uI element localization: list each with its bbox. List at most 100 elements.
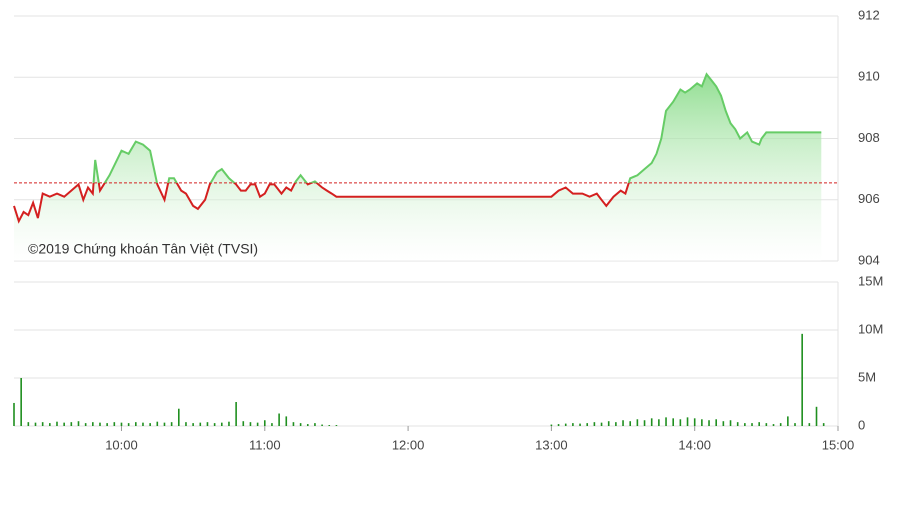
volume-bar [271, 423, 273, 426]
y-tick-label: 912 [858, 7, 880, 22]
volume-bar [758, 422, 760, 426]
volume-bar [135, 422, 137, 426]
volume-bar [292, 422, 295, 426]
volume-bar [156, 421, 159, 426]
volume-bar [729, 420, 732, 426]
volume-bar [808, 423, 811, 426]
price-line-down [13, 182, 630, 224]
x-tick-label: 15:00 [822, 437, 855, 452]
volume-bar [579, 423, 581, 426]
volume-bar [120, 422, 123, 426]
volume-bar [27, 422, 30, 426]
volume-bar [263, 420, 266, 426]
volume-bar [736, 422, 739, 426]
volume-bar [306, 424, 309, 426]
volume-bar [256, 422, 259, 426]
price-area [14, 74, 822, 261]
copyright: ©2019 Chứng khoán Tân Việt (TVSI) [28, 241, 258, 257]
volume-bar [572, 423, 574, 426]
volume-bar [299, 423, 302, 426]
volume-bar [163, 422, 166, 426]
volume-bar [92, 422, 94, 426]
volume-bar [242, 421, 245, 426]
volume-bar [41, 422, 44, 426]
volume-bar [185, 422, 187, 426]
y-tick-label: 15M [858, 273, 883, 288]
volume-bar [679, 419, 682, 426]
volume-bar [149, 423, 151, 426]
volume-bar [672, 418, 674, 426]
volume-bar [658, 419, 660, 426]
volume-bar [249, 422, 252, 426]
volume-bar [564, 423, 567, 426]
volume-bar [228, 421, 230, 426]
volume-bar [142, 422, 144, 426]
volume-bar [787, 416, 789, 426]
volume-bar [794, 423, 796, 426]
volume-bar [708, 420, 710, 426]
y-tick-label: 908 [858, 130, 880, 145]
volume-bar [170, 422, 173, 426]
volume-bar [49, 423, 51, 426]
x-tick-label: 11:00 [249, 437, 281, 452]
volume-bar [285, 416, 288, 426]
volume-bar [199, 422, 202, 426]
volume-bar [13, 402, 15, 426]
volume-bar [636, 419, 639, 426]
volume-bar [20, 378, 22, 426]
volume-bar [557, 424, 560, 426]
volume-bar [643, 420, 646, 426]
volume-bar [751, 423, 753, 426]
volume-bar [213, 423, 216, 426]
volume-bar [321, 424, 323, 426]
volume-bar [314, 423, 316, 426]
y-tick-label: 5M [858, 369, 876, 384]
volume-bar [615, 422, 617, 426]
volume-bar [801, 333, 803, 426]
volume-bar [815, 406, 818, 426]
y-tick-label: 0 [858, 417, 865, 432]
x-tick-label: 10:00 [105, 437, 138, 452]
volume-bar [822, 423, 825, 426]
volume-bar [693, 418, 696, 426]
volume-bar [206, 422, 209, 426]
y-tick-label: 910 [858, 69, 880, 84]
x-tick-label: 12:00 [392, 437, 425, 452]
x-tick-label: 14:00 [678, 437, 711, 452]
volume-bar [686, 417, 689, 426]
y-tick-label: 906 [858, 191, 880, 206]
volume-bar [779, 423, 782, 426]
volume-bar [665, 417, 667, 426]
volume-bar [127, 423, 130, 426]
volume-bar [715, 419, 717, 426]
y-tick-label: 904 [858, 252, 880, 267]
volume-bar [220, 422, 223, 426]
volume-bar [701, 419, 703, 426]
volume-bar [593, 422, 596, 426]
y-tick-label: 10M [858, 321, 883, 336]
volume-bar [744, 423, 746, 426]
volume-bar [772, 424, 775, 426]
volume-bar [765, 423, 768, 426]
volume-bar [607, 421, 610, 426]
volume-bar [113, 422, 116, 426]
volume-bar [99, 422, 101, 426]
volume-bar [84, 423, 87, 426]
volume-bar [106, 423, 108, 426]
volume-bar [56, 421, 58, 426]
x-tick-label: 13:00 [535, 437, 568, 452]
volume-bar [77, 421, 80, 426]
volume-bar [335, 425, 338, 426]
price-line-up [78, 72, 822, 183]
volume-bar [600, 422, 603, 426]
volume-bar [586, 423, 589, 426]
volume-bar [63, 422, 65, 426]
volume-bar [235, 402, 237, 426]
volume-bar [192, 423, 194, 426]
volume-bar [178, 408, 180, 426]
volume-bar [650, 418, 653, 426]
volume-bar [550, 424, 553, 426]
volume-bar [278, 413, 280, 426]
volume-bar [34, 422, 37, 426]
